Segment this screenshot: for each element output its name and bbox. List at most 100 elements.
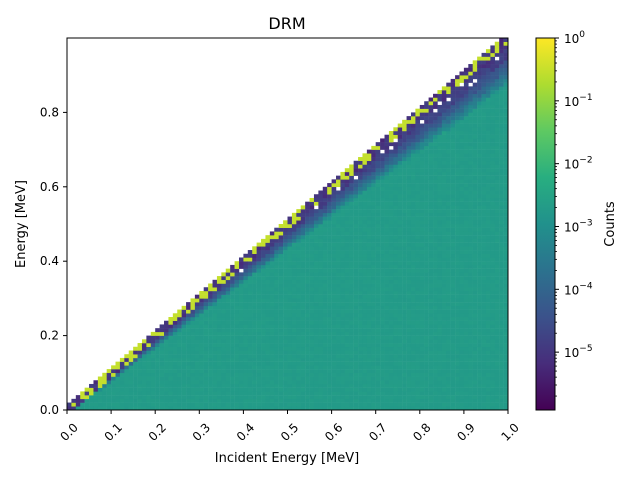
- heatmap-cell: [424, 235, 429, 240]
- heatmap-cell: [406, 142, 412, 147]
- heatmap-cell: [410, 227, 416, 232]
- heatmap-cell: [230, 343, 235, 348]
- heatmap-cell: [450, 406, 456, 411]
- heatmap-cell: [84, 398, 90, 403]
- heatmap-cell: [380, 324, 385, 329]
- heatmap-cell: [141, 346, 147, 351]
- heatmap-cell: [472, 108, 478, 113]
- heatmap-cell: [305, 365, 310, 370]
- heatmap-cell: [455, 238, 460, 243]
- heatmap-cell: [353, 168, 359, 173]
- heatmap-cell: [322, 279, 328, 284]
- heatmap-cell: [468, 257, 473, 262]
- heatmap-cell: [468, 97, 473, 102]
- heatmap-cell: [380, 317, 385, 321]
- heatmap-cell: [397, 179, 403, 184]
- heatmap-cell: [274, 261, 279, 266]
- heatmap-cell: [485, 264, 491, 269]
- heatmap-cell: [230, 272, 235, 277]
- heatmap-cell: [212, 395, 218, 400]
- heatmap-cell: [406, 298, 412, 303]
- heatmap-cell: [287, 406, 293, 411]
- heatmap-cell: [437, 276, 443, 281]
- heatmap-cell: [340, 339, 346, 344]
- heatmap-cell: [261, 302, 266, 307]
- heatmap-cell: [336, 235, 341, 240]
- heatmap-cell: [274, 383, 279, 388]
- heatmap-cell: [137, 387, 143, 392]
- heatmap-cell: [437, 402, 443, 407]
- heatmap-cell: [358, 402, 363, 407]
- heatmap-cell: [327, 365, 332, 370]
- heatmap-cell: [256, 257, 262, 262]
- heatmap-cell: [353, 302, 359, 307]
- heatmap-cell: [393, 238, 398, 243]
- heatmap-cell: [472, 290, 478, 295]
- heatmap-cell: [296, 320, 301, 325]
- heatmap-cell: [199, 305, 204, 310]
- heatmap-cell: [450, 183, 456, 188]
- heatmap-cell: [428, 250, 434, 255]
- heatmap-cell: [402, 346, 407, 351]
- heatmap-cell: [455, 104, 460, 109]
- heatmap-cell: [150, 372, 156, 377]
- heatmap-cell: [419, 313, 425, 318]
- heatmap-cell: [380, 335, 385, 340]
- heatmap-cell: [283, 320, 288, 325]
- heatmap-cell: [446, 138, 451, 143]
- heatmap-cell: [459, 108, 465, 113]
- heatmap-cell: [481, 164, 487, 169]
- heatmap-cell: [375, 224, 381, 228]
- heatmap-cell: [437, 406, 443, 411]
- heatmap-cell: [146, 380, 152, 385]
- heatmap-cell: [463, 190, 469, 195]
- heatmap-cell: [459, 71, 465, 76]
- heatmap-cell: [441, 93, 447, 98]
- heatmap-cell: [388, 276, 394, 281]
- heatmap-cell: [327, 287, 332, 292]
- heatmap-cell: [212, 406, 218, 411]
- heatmap-cell: [494, 398, 500, 403]
- heatmap-cell: [450, 391, 456, 396]
- heatmap-cell: [358, 290, 363, 295]
- heatmap-cell: [190, 324, 196, 329]
- heatmap-cell: [256, 250, 262, 255]
- heatmap-cell: [353, 339, 359, 344]
- heatmap-cell: [494, 149, 500, 154]
- heatmap-cell: [247, 294, 253, 299]
- heatmap-cell: [106, 380, 112, 385]
- heatmap-cell: [393, 171, 398, 176]
- heatmap-cell: [115, 398, 121, 403]
- heatmap-cell: [208, 354, 213, 359]
- heatmap-cell: [481, 119, 487, 124]
- heatmap-cell: [256, 328, 262, 333]
- heatmap-cell: [455, 97, 460, 102]
- heatmap-cell: [243, 257, 249, 262]
- heatmap-cell: [172, 320, 178, 325]
- heatmap-cell: [402, 168, 407, 173]
- heatmap-cell: [366, 320, 372, 325]
- heatmap-cell: [309, 343, 315, 348]
- heatmap-cell: [410, 331, 416, 336]
- heatmap-cell: [234, 309, 240, 314]
- heatmap-cell: [296, 402, 301, 407]
- heatmap-cell: [225, 354, 231, 359]
- heatmap-cell: [243, 387, 249, 392]
- heatmap-cell: [384, 231, 390, 236]
- heatmap-cell: [146, 402, 152, 407]
- heatmap-cell: [300, 380, 306, 385]
- heatmap-cell: [287, 313, 293, 318]
- heatmap-cell: [283, 246, 288, 251]
- heatmap-cell: [397, 194, 403, 199]
- heatmap-cell: [494, 171, 500, 176]
- heatmap-cell: [265, 402, 271, 407]
- heatmap-cell: [252, 398, 257, 403]
- heatmap-cell: [397, 283, 403, 288]
- heatmap-cell: [208, 357, 213, 362]
- heatmap-cell: [230, 361, 235, 366]
- heatmap-cell: [472, 287, 478, 292]
- heatmap-cell: [441, 123, 447, 128]
- heatmap-cell: [291, 313, 297, 318]
- heatmap-cell: [331, 264, 337, 269]
- heatmap-cell: [274, 406, 279, 411]
